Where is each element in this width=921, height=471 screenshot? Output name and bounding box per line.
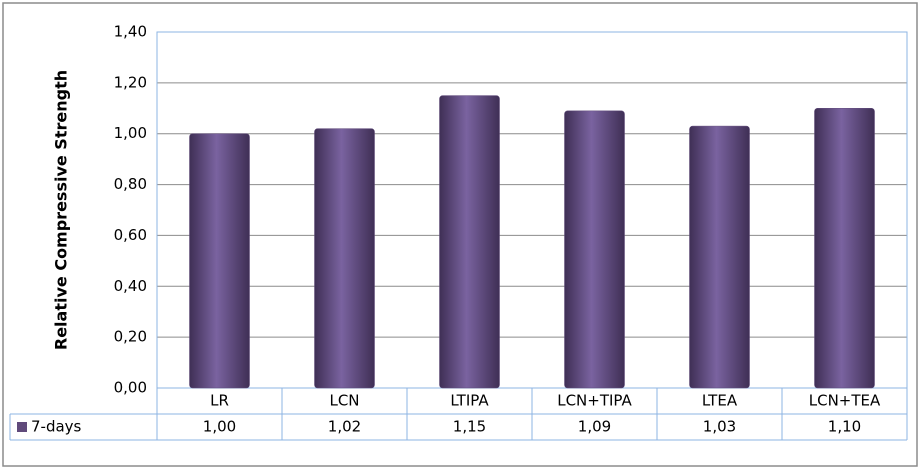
y-axis-label: Relative Compressive Strength	[52, 70, 71, 350]
data-table-value: 1,03	[703, 418, 736, 436]
y-tick-label: 0,60	[114, 226, 147, 244]
y-tick-label: 0,40	[114, 277, 147, 295]
bar	[314, 128, 375, 389]
data-table-value: 1,10	[828, 418, 861, 436]
bar	[814, 108, 875, 389]
x-tick-label: LR	[210, 392, 229, 410]
x-tick-label: LTEA	[702, 392, 738, 410]
x-tick-label: LTIPA	[450, 392, 489, 410]
data-table-value: 1,09	[578, 418, 611, 436]
y-tick-label: 1,40	[114, 23, 147, 41]
bar	[689, 125, 750, 389]
x-tick-label: LCN+TIPA	[557, 392, 632, 410]
data-table-value: 1,02	[328, 418, 361, 436]
data-table-value: 1,15	[453, 418, 486, 436]
bar	[439, 95, 500, 389]
legend-swatch	[17, 422, 27, 432]
y-tick-label: 1,20	[114, 73, 147, 91]
legend-label: 7-days	[31, 418, 82, 436]
y-tick-label: 0,80	[114, 175, 147, 193]
data-table-value: 1,00	[203, 418, 236, 436]
y-tick-label: 0,20	[114, 328, 147, 346]
y-tick-label: 0,00	[114, 379, 147, 397]
bar	[189, 133, 250, 389]
y-tick-label: 1,00	[114, 124, 147, 142]
x-tick-label: LCN	[329, 392, 359, 410]
x-tick-label: LCN+TEA	[809, 392, 881, 410]
bar	[564, 110, 625, 389]
